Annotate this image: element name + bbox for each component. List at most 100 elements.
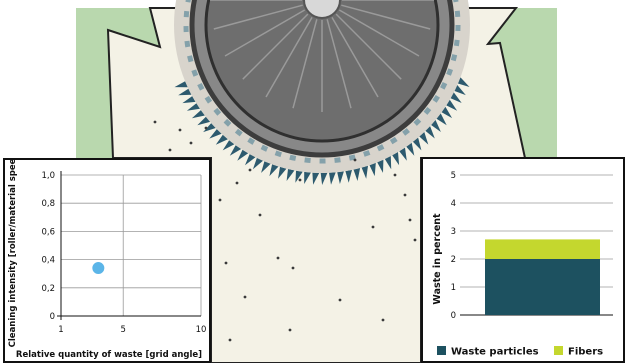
waste-dot xyxy=(248,168,252,172)
saw-tooth xyxy=(406,142,415,156)
saw-tooth xyxy=(178,88,192,96)
bar-y-tick-label: 0 xyxy=(451,311,456,321)
drum-spoke xyxy=(292,19,318,109)
bar-y-tick-label: 4 xyxy=(451,199,456,209)
saw-tooth xyxy=(369,162,376,177)
waste-dot xyxy=(288,328,292,332)
scatter-point xyxy=(92,262,105,275)
waste-dot xyxy=(228,338,232,342)
bar-y-ticks: 0 1 2 3 4 5 xyxy=(451,171,456,321)
bar-y-tick-label: 2 xyxy=(451,255,456,265)
bar-y-axis-label: Waste in percent xyxy=(432,213,443,305)
waste-dot xyxy=(224,261,228,265)
scatter-y-ticks: 0 0,2 0,4 0,6 0,8 1,0 xyxy=(41,171,55,322)
drum-spoke xyxy=(335,13,402,80)
saw-tooth xyxy=(252,157,263,170)
saw-tooth xyxy=(304,171,311,184)
waste-dot xyxy=(276,256,280,260)
waste-dot xyxy=(413,238,417,242)
scatter-y-tick-label: 0,6 xyxy=(41,227,55,237)
saw-tooth xyxy=(431,119,441,132)
waste-dot xyxy=(298,178,302,182)
saw-tooth xyxy=(419,132,429,145)
scatter-y-tick-label: 0,8 xyxy=(41,199,55,209)
legend-swatch xyxy=(437,346,446,355)
drum-spoke xyxy=(213,4,303,30)
saw-tooth xyxy=(392,152,400,166)
bar-y-tick-label: 3 xyxy=(451,227,456,237)
waste-dot xyxy=(371,225,375,229)
saw-tooth xyxy=(329,172,336,185)
waste-dot xyxy=(178,128,182,132)
waste-particles-scatter xyxy=(153,120,417,342)
legend-swatch xyxy=(554,346,563,355)
scatter-x-axis-label: Relative quantity of waste [grid angle] xyxy=(16,350,202,360)
saw-tooth xyxy=(203,123,216,133)
saw-tooth xyxy=(222,140,235,151)
saw-teeth-icon xyxy=(174,77,470,185)
waste-dot xyxy=(258,213,262,217)
drum-spoke xyxy=(326,19,352,109)
waste-dot xyxy=(168,148,172,152)
waste-dot xyxy=(153,120,157,124)
saw-tooth xyxy=(446,99,458,111)
saw-tooth xyxy=(278,166,287,179)
saw-tooth xyxy=(412,137,422,151)
scatter-y-tick-label: 1,0 xyxy=(41,171,55,181)
saw-tooth xyxy=(384,156,392,170)
scatter-y-tick-label: 0,4 xyxy=(41,256,55,266)
scatter-points xyxy=(92,262,105,275)
scatter-y-axis-label: Cleaning intensity [roller/material spee… xyxy=(8,160,18,347)
drum-spoke xyxy=(242,13,309,80)
saw-tooth xyxy=(191,110,205,119)
waste-dot xyxy=(403,193,407,197)
scatter-y-tick-label: 0 xyxy=(50,312,55,322)
scatter-x-tick-label: 10 xyxy=(196,325,207,335)
waste-dot xyxy=(381,318,385,322)
saw-tooth xyxy=(174,81,188,88)
saw-tooth xyxy=(450,92,462,103)
saw-tooth xyxy=(245,154,256,166)
scatter-y-tick-label: 0,2 xyxy=(41,284,55,294)
saw-tooth xyxy=(197,116,211,126)
bar-chart-panel: 0 1 2 3 4 5 Waste in percent Waste particles F… xyxy=(421,157,625,363)
waste-dot xyxy=(218,198,222,202)
saw-tooth xyxy=(186,103,200,111)
bar-stack xyxy=(485,239,600,315)
bar-y-tick-label: 1 xyxy=(451,283,456,293)
saw-tooth xyxy=(377,159,384,173)
saw-tooth xyxy=(215,134,228,145)
saw-tooth xyxy=(286,169,295,181)
legend-label: Waste particles xyxy=(451,347,539,358)
scatter-grid xyxy=(60,174,202,317)
scatter-axes xyxy=(57,171,201,320)
waste-dot xyxy=(291,266,295,270)
waste-dot xyxy=(353,158,357,162)
scatter-chart-panel: 0 0,2 0,4 0,6 0,8 1,0 1 5 10 Cleaning intensity… xyxy=(3,158,211,363)
bar-segment xyxy=(485,239,600,259)
drum-spoke xyxy=(338,9,420,57)
saw-tooth xyxy=(209,129,222,139)
scatter-x-tick-label: 1 xyxy=(58,325,63,335)
legend-label: Fibers xyxy=(568,347,603,358)
saw-tooth xyxy=(261,161,271,173)
saw-tooth xyxy=(295,170,303,183)
waste-dot xyxy=(235,181,239,185)
bar-y-tick-label: 5 xyxy=(451,171,456,181)
saw-tooth xyxy=(229,145,242,156)
saw-tooth xyxy=(361,165,368,179)
saw-tooth xyxy=(337,171,344,184)
drum-blue-band xyxy=(183,0,461,164)
saw-tooth xyxy=(441,106,453,119)
drum-spoke xyxy=(331,16,379,98)
waste-dot xyxy=(393,173,397,177)
saw-tooth xyxy=(312,172,320,185)
waste-dot xyxy=(189,141,193,145)
waste-dot xyxy=(338,298,342,302)
saw-tooth xyxy=(353,168,361,181)
bar-legend: Waste particles Fibers xyxy=(437,346,603,358)
saw-tooth xyxy=(425,126,435,139)
drum-spoke xyxy=(224,9,306,57)
saw-tooth xyxy=(269,164,279,177)
